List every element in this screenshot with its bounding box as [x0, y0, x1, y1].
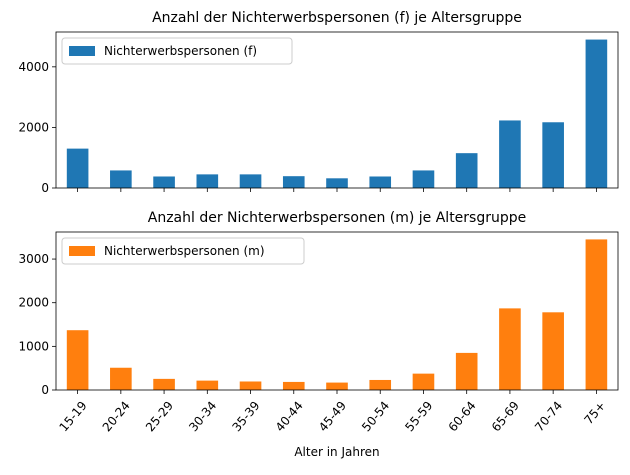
- x-tick-label: 60-64: [446, 399, 479, 435]
- bar-20-24: [110, 170, 132, 188]
- bar-75+: [585, 239, 608, 390]
- bar-50-54: [369, 176, 392, 188]
- legend-swatch: [69, 246, 95, 256]
- bar-65-69: [499, 120, 521, 188]
- y-tick-label: 4000: [18, 60, 49, 74]
- bar-30-34: [196, 174, 219, 188]
- legend-box: [61, 37, 293, 65]
- bar-40-44: [282, 176, 305, 188]
- y-tick-label: 0: [41, 383, 49, 397]
- bar-40-44: [282, 381, 305, 390]
- bar-65-69: [499, 308, 521, 390]
- y-tick-label: 3000: [18, 252, 49, 266]
- bar-25-29: [153, 176, 175, 188]
- x-tick-label: 70-74: [532, 399, 565, 435]
- x-tick-label: 15-19: [57, 399, 90, 435]
- x-tick-label: 55-59: [402, 399, 435, 435]
- x-tick-label: 30-34: [186, 399, 219, 435]
- bar-20-24: [110, 367, 132, 390]
- chart-panel-2: Anzahl der Nichterwerbspersonen (m) je A…: [18, 210, 619, 459]
- bar-55-59: [412, 373, 435, 390]
- axes-frame: [55, 31, 619, 189]
- x-tick-label: 25-29: [143, 399, 176, 435]
- x-tick-label: 50-54: [359, 399, 392, 435]
- bar-45-49: [326, 178, 348, 188]
- bar-35-39: [239, 174, 262, 188]
- legend-box: [61, 237, 305, 265]
- bar-15-19: [66, 148, 89, 188]
- bar-60-64: [455, 352, 478, 390]
- axes-frame: [55, 231, 619, 391]
- chart-title: Anzahl der Nichterwerbspersonen (f) je A…: [152, 10, 522, 26]
- x-tick-label: 20-24: [100, 399, 133, 435]
- bar-55-59: [412, 170, 435, 188]
- x-tick-label: 45-49: [316, 399, 349, 435]
- x-tick-label: 75+: [581, 399, 608, 427]
- y-tick-label: 2000: [18, 120, 49, 134]
- y-tick-label: 0: [41, 181, 49, 195]
- bar-25-29: [153, 378, 175, 390]
- bar-70-74: [542, 312, 564, 390]
- bar-45-49: [326, 382, 348, 390]
- bar-50-54: [369, 379, 392, 390]
- y-tick-label: 1000: [18, 339, 49, 353]
- chart-panel-1: Anzahl der Nichterwerbspersonen (f) je A…: [18, 10, 619, 195]
- bar-15-19: [66, 330, 89, 390]
- bar-30-34: [196, 380, 219, 390]
- x-tick-label: 40-44: [273, 399, 306, 435]
- bar-70-74: [542, 122, 564, 188]
- legend-label: Nichterwerbspersonen (m): [104, 244, 265, 258]
- legend-label: Nichterwerbspersonen (f): [104, 44, 257, 58]
- x-tick-label: 65-69: [489, 399, 522, 435]
- x-tick-label: 35-39: [229, 399, 262, 435]
- x-axis-label: Alter in Jahren: [294, 445, 379, 459]
- bar-75+: [585, 39, 608, 188]
- bar-35-39: [239, 381, 262, 390]
- bar-60-64: [455, 153, 478, 188]
- chart-title: Anzahl der Nichterwerbspersonen (m) je A…: [148, 210, 527, 226]
- y-tick-label: 2000: [18, 296, 49, 310]
- legend-swatch: [69, 46, 95, 56]
